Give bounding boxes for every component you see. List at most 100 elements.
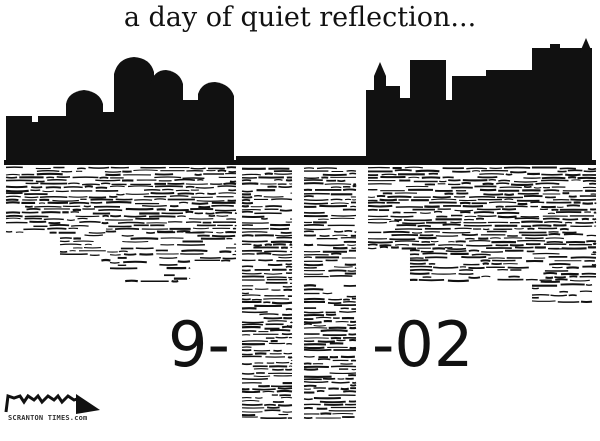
reflection-stroke: [252, 388, 276, 391]
reflection-stroke: [342, 188, 357, 191]
reflection-stroke: [263, 316, 283, 320]
reflection-stroke: [447, 247, 467, 251]
reflection-stroke: [241, 294, 261, 297]
reflection-stroke: [269, 329, 291, 332]
reflection-stroke: [387, 195, 412, 199]
reflection-stroke: [241, 340, 269, 343]
reflection-stroke: [566, 266, 579, 269]
reflection-stroke: [319, 400, 346, 404]
reflection-stroke: [123, 253, 137, 256]
reflection-stroke: [159, 256, 178, 259]
reflection-stroke: [108, 195, 118, 198]
missing-towers-gap: [236, 156, 368, 162]
reflection-stroke: [275, 234, 293, 237]
reflection-stroke: [272, 253, 293, 256]
reflection-stroke: [340, 387, 350, 391]
reflection-stroke: [241, 179, 252, 182]
reflection-stroke: [125, 279, 138, 283]
reflection-stroke: [42, 190, 55, 193]
reflection-stroke: [570, 198, 597, 201]
reflection-stroke: [66, 219, 75, 221]
reflection-stroke: [241, 399, 260, 402]
reflection-stroke: [122, 240, 149, 243]
reflection-stroke: [331, 214, 357, 217]
reflection-stroke: [394, 240, 420, 243]
reflection-stroke: [177, 215, 186, 218]
reflection-stroke: [216, 215, 229, 217]
artist-signature: [4, 393, 100, 414]
reflection-stroke: [241, 372, 255, 375]
reflection-stroke: [110, 214, 122, 218]
reflection-stroke: [241, 272, 262, 275]
reflection-stroke: [39, 196, 68, 199]
reflection-stroke: [347, 244, 357, 246]
reflection-stroke: [562, 218, 579, 221]
reflection-stroke: [241, 321, 264, 324]
reflection-stroke: [351, 381, 357, 384]
reflection-stroke: [5, 201, 20, 204]
reflection-stroke: [303, 321, 322, 324]
reflection-stroke: [207, 192, 217, 195]
reflection-stroke: [98, 209, 123, 212]
reflection-stroke: [185, 210, 194, 214]
reflection-stroke: [99, 176, 109, 179]
reflection-stroke: [195, 186, 214, 189]
reflection-stroke: [379, 245, 389, 249]
reflection-stroke: [101, 258, 111, 262]
reflection-stroke: [303, 381, 329, 383]
reflection-stroke: [543, 272, 558, 275]
reflection-stroke: [198, 205, 211, 209]
reflection-stroke: [303, 228, 331, 231]
reflection-stroke: [481, 275, 491, 278]
reflection-stroke: [241, 173, 261, 176]
reflection-stroke: [541, 176, 566, 180]
reflection-stroke: [409, 272, 430, 275]
reflection-stroke: [438, 244, 464, 246]
reflection-stroke: [127, 185, 154, 188]
reflection-stroke: [34, 205, 62, 208]
reflection-stroke: [319, 234, 330, 237]
reflection-stroke: [585, 283, 593, 286]
reflection-stroke: [569, 279, 590, 282]
reflection-stroke: [228, 189, 237, 192]
reflection-stroke: [241, 403, 263, 406]
reflection-stroke: [263, 273, 283, 275]
reflection-stroke: [351, 368, 357, 371]
reflection-stroke: [271, 198, 293, 201]
reflection-stroke: [477, 215, 497, 218]
reflection-stroke: [217, 185, 237, 188]
reflection-stroke: [277, 404, 293, 407]
reflection-stroke: [559, 227, 569, 231]
reflection-stroke: [389, 220, 400, 223]
reflection-stroke: [533, 186, 542, 189]
reflection-stroke: [278, 256, 293, 259]
reflection-stroke: [241, 234, 254, 237]
reflection-stroke: [241, 190, 253, 193]
reflection-stroke: [241, 240, 268, 243]
reflection-stroke: [5, 198, 19, 202]
reflection-stroke: [415, 169, 440, 173]
reflection-stroke: [447, 279, 469, 283]
reflection-stroke: [504, 198, 514, 201]
reflection-stroke: [431, 198, 457, 201]
reflection-stroke: [177, 192, 195, 195]
reflection-stroke: [548, 233, 561, 236]
reflection-stroke: [322, 292, 333, 295]
reflection-stroke: [88, 166, 110, 169]
reflection-stroke: [256, 252, 272, 255]
reflection-stroke: [303, 284, 317, 287]
reflection-stroke: [303, 368, 319, 371]
reflection-stroke: [259, 313, 279, 316]
reflection-stroke: [344, 229, 353, 233]
reflection-stroke: [303, 348, 332, 352]
reflection-stroke: [116, 193, 125, 196]
horizon-line: [4, 160, 596, 165]
reflection-stroke: [404, 166, 423, 169]
reflection-stroke: [52, 199, 79, 202]
reflection-stroke: [142, 205, 167, 207]
reflection-stroke: [234, 224, 237, 227]
reflection-stroke: [504, 193, 515, 196]
reflection-stroke: [241, 210, 254, 213]
